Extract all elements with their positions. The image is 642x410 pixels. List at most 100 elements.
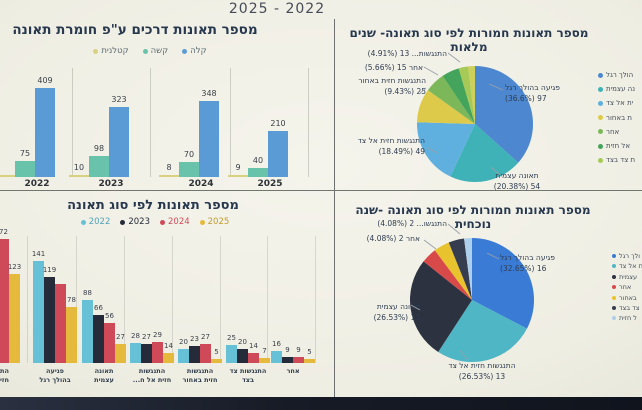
bar-value-label: 5 — [214, 348, 219, 356]
legend-label: 2022 — [88, 217, 111, 227]
screen-bottom-edge — [0, 397, 642, 410]
legend-label: אחר — [606, 127, 620, 136]
bar-value-label: 14 — [164, 342, 173, 350]
pie-slice — [417, 122, 475, 177]
gridline — [315, 236, 316, 363]
legend-dot-icon — [598, 86, 603, 92]
legend-label: אחר — [619, 283, 632, 292]
legend-label: ית אל צד — [606, 99, 634, 108]
quadrant-divider-vertical — [334, 19, 335, 397]
gridline — [220, 236, 221, 363]
legend-label: 2024 — [168, 217, 190, 227]
gridline — [124, 236, 125, 363]
pie-label: התנגשות חזית אל צד 13 (26.53%) — [448, 361, 516, 381]
bar-value-label: 29 — [153, 331, 162, 339]
pie-slice — [458, 66, 475, 124]
legend-dot-icon — [598, 115, 603, 121]
legend-item: קטלנית — [93, 46, 129, 56]
x-axis-label: 2024 — [188, 179, 214, 189]
bar-value-label: 5 — [307, 348, 312, 356]
bar-value-label: 23 — [190, 335, 199, 343]
legend-label: קלה — [190, 46, 207, 56]
pie-label: תאונה עצמית 54 (20.38%) — [493, 171, 541, 191]
bar-קטלנית — [228, 175, 248, 177]
bar-קשה — [15, 161, 35, 177]
legend-dot-icon — [199, 219, 205, 225]
bar-value-label: 98 — [93, 144, 105, 153]
legend-dot-icon — [612, 316, 616, 321]
bar-2025 — [211, 359, 222, 363]
pie-slice — [448, 238, 472, 300]
legend-label: ת באחור — [606, 113, 632, 122]
bar-value-label: 28 — [131, 332, 140, 340]
bar-value-label: 323 — [111, 95, 127, 104]
pie-chart — [417, 66, 533, 182]
bar-2024 — [248, 353, 259, 363]
bar-2025 — [163, 353, 174, 363]
bar-value-label: 9 — [296, 346, 301, 354]
pie-slice — [427, 75, 475, 124]
pie-label: פגיעה בהולך רגל 16 (32.65%) — [500, 253, 555, 273]
legend-item: ת באחור — [598, 114, 632, 122]
bar-value-label: 75 — [19, 149, 31, 158]
pie-label: אחר 15 (5.66%) — [364, 63, 423, 72]
bar-value-label: 25 — [227, 334, 236, 342]
bar-2022 — [226, 345, 237, 363]
legend-item: הולך רגל — [598, 71, 633, 79]
legend-item: אחר — [612, 283, 631, 291]
bar-קטלנית — [69, 175, 89, 177]
pie-label: אחר 2 (4.08%) — [366, 234, 420, 243]
chart-title-accidents-by-type: מספר תאונות לפי סוג תאונה — [67, 198, 239, 213]
bar-2025 — [66, 307, 77, 363]
bar-2023 — [44, 277, 55, 363]
bar-2025 — [304, 359, 315, 363]
legend-dot-icon — [120, 219, 126, 225]
bar-value-label: 88 — [83, 289, 92, 297]
legend-dot-icon — [182, 48, 188, 54]
legend-label: ת אל צד — [619, 262, 642, 271]
legend-item: ת צד בצד — [598, 156, 635, 164]
bar-2023 — [93, 315, 104, 363]
x-axis-label: פגיעה בהולך רגל — [39, 367, 71, 384]
legend-dot-icon — [612, 274, 616, 279]
bar-2022 — [271, 351, 282, 363]
bar-value-label: 27 — [142, 333, 151, 341]
x-axis-label: התנגשות חזית באחור — [182, 367, 218, 384]
gridline — [27, 236, 28, 363]
bar-2024 — [152, 342, 163, 363]
legend-label: אל חזית — [606, 142, 631, 150]
gridline — [230, 68, 231, 177]
legend-label: ל חזית — [619, 314, 637, 323]
bar-2023 — [189, 346, 200, 363]
legend-item: עצמית — [612, 273, 637, 281]
pie-slice — [468, 66, 475, 124]
x-axis-label: התנגשות צד בצד — [229, 367, 267, 384]
bar-value-label: 78 — [67, 296, 76, 304]
pie-slice — [442, 68, 475, 124]
pie-label: התנגשו... 2 (4.08%) — [377, 219, 447, 228]
bar-קטלנית — [159, 175, 179, 177]
legend-item: ולך רגל — [612, 252, 640, 260]
bar-2025 — [259, 358, 270, 363]
chart-title-severe-current-year: מספר תאונות חמורות לפי סוג תאונה -שנה נו… — [355, 203, 591, 231]
bar-value-label: 20 — [179, 338, 188, 346]
bar-קלה — [35, 88, 55, 177]
legend-label: צד בצד — [619, 304, 640, 312]
bar-value-label: 210 — [270, 119, 286, 128]
bar-2024 — [0, 239, 9, 363]
bar-קשה — [89, 156, 109, 177]
legend-dot-icon — [142, 48, 148, 54]
chart-title-severe-full-years: מספר תאונות חמורות לפי סוג תאונה- שנים מ… — [349, 26, 589, 54]
bar-2022 — [178, 349, 189, 363]
x-axis-label: הת חזי — [0, 367, 9, 384]
pie-slice — [417, 90, 475, 124]
quadrant-divider-horizontal — [0, 190, 642, 191]
pie-slice — [438, 300, 527, 362]
bar-קטלנית — [0, 175, 15, 177]
bar-value-label: 141 — [31, 250, 46, 258]
legend-item: אחר — [598, 128, 619, 136]
bar-value-label: 66 — [94, 304, 103, 312]
pie-slice — [472, 238, 534, 329]
page-title: 2025 - 2022 — [228, 1, 326, 17]
